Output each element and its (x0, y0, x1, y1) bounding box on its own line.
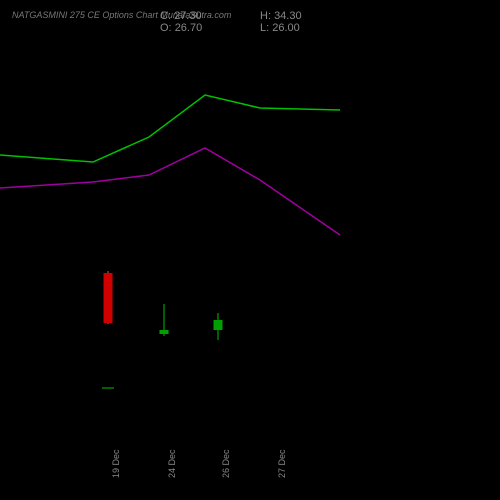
low-label: L: (260, 22, 269, 34)
x-axis-label: 19 Dec (111, 449, 121, 478)
open-value: 26.70 (175, 22, 203, 34)
open-row: O: 26.70 (160, 22, 202, 34)
candle-body (160, 330, 169, 334)
high-row: H: 34.30 (260, 10, 302, 22)
x-axis-labels: 19 Dec 24 Dec 26 Dec 27 Dec (0, 438, 500, 488)
ohlc-block-2: H: 34.30 L: 26.00 (260, 10, 302, 34)
chart-svg (0, 40, 500, 440)
ohlc-block-1: C: 27.30 O: 26.70 (160, 10, 202, 34)
close-value: 27.30 (174, 10, 202, 22)
candle-body (214, 320, 223, 330)
x-axis-label: 24 Dec (167, 449, 177, 478)
high-value: 34.30 (274, 10, 302, 22)
high-line (0, 95, 340, 162)
low-row: L: 26.00 (260, 22, 302, 34)
low-line (0, 148, 340, 235)
low-value: 26.00 (272, 22, 300, 34)
x-axis-label: 26 Dec (221, 449, 231, 478)
chart-area (0, 40, 500, 440)
close-row: C: 27.30 (160, 10, 202, 22)
close-label: C: (160, 10, 171, 22)
candle-body (104, 273, 113, 323)
high-label: H: (260, 10, 271, 22)
x-axis-label: 27 Dec (277, 449, 287, 478)
open-label: O: (160, 22, 172, 34)
